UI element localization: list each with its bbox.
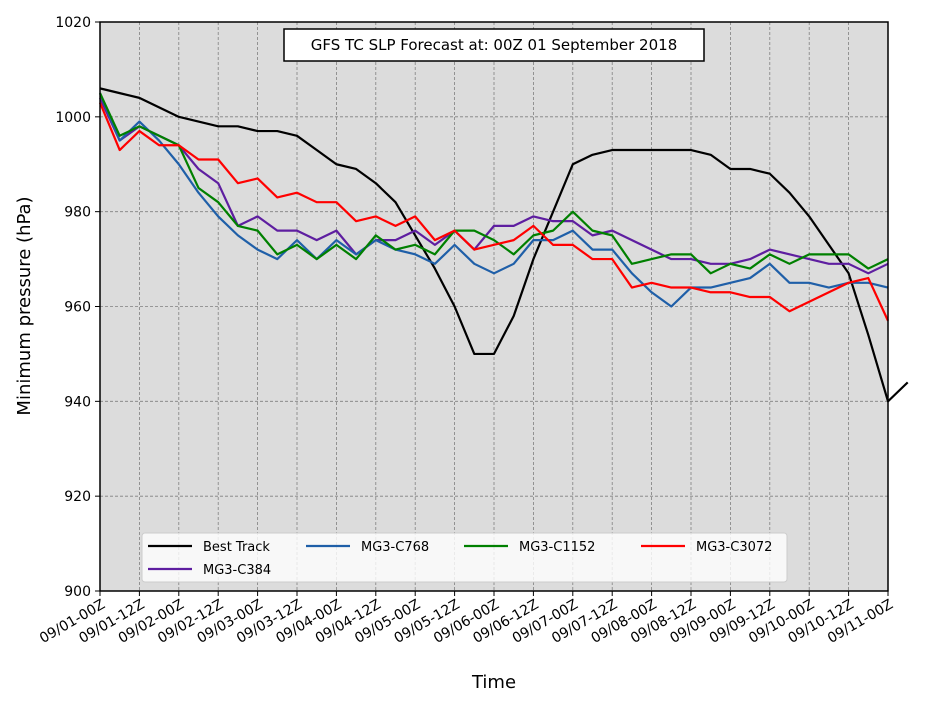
series-line-best-track bbox=[99, 87, 909, 403]
legend-label: MG3-C384 bbox=[203, 563, 271, 578]
y-axis: 900 920 940 960 980 1000 1020 bbox=[55, 15, 100, 600]
x-axis-title: Time bbox=[471, 672, 516, 693]
chart-title-box: GFS TC SLP Forecast at: 00Z 01 September… bbox=[283, 28, 705, 62]
series-line-mg3-c1152 bbox=[99, 92, 889, 275]
legend: Best Track MG3-C768 MG3-C1152 MG3-C3072 MG3-… bbox=[141, 532, 788, 583]
y-axis-title: Minimum pressure (hPa) bbox=[14, 196, 35, 415]
y-tick-label: 900 bbox=[64, 584, 91, 600]
legend-label: MG3-C1152 bbox=[519, 540, 595, 555]
y-tick-label: 960 bbox=[64, 300, 91, 316]
y-tick-label: 1000 bbox=[55, 110, 91, 126]
y-tick-label: 920 bbox=[64, 489, 91, 505]
legend-label: MG3-C3072 bbox=[696, 540, 772, 555]
legend-label: MG3-C768 bbox=[361, 540, 429, 555]
legend-label: Best Track bbox=[203, 540, 270, 555]
series-lines bbox=[98, 87, 909, 403]
series-line-mg3-c3072 bbox=[98, 102, 889, 322]
y-tick-label: 1020 bbox=[55, 15, 91, 31]
series-line-mg3-c768 bbox=[98, 92, 889, 308]
x-axis: 09/01-00Z09/01-12Z09/02-00Z09/02-12Z09/0… bbox=[37, 591, 896, 647]
series-line-mg3-c384 bbox=[99, 97, 889, 275]
chart-title: GFS TC SLP Forecast at: 00Z 01 September… bbox=[311, 36, 677, 54]
legend-box bbox=[141, 532, 788, 583]
y-tick-label: 980 bbox=[64, 205, 91, 221]
y-tick-label: 940 bbox=[64, 394, 91, 410]
